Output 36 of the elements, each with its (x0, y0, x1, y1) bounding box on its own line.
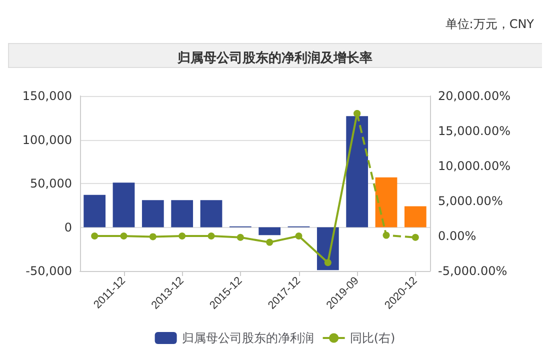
bar (142, 200, 164, 228)
point (178, 232, 186, 240)
y2-tick-label: 5,000.00% (438, 194, 503, 208)
point (295, 232, 302, 240)
bar (375, 177, 398, 228)
y-tick-label: 50,000 (30, 176, 72, 190)
bar (112, 182, 135, 228)
point (324, 259, 332, 266)
y2-tick-label: -5,000.00% (438, 264, 508, 278)
y-tick-label: -50,000 (26, 264, 72, 278)
y2-tick-label: 15,000.00% (438, 124, 510, 138)
point (120, 232, 128, 240)
point (149, 233, 156, 240)
bar (258, 227, 281, 236)
legend-label: 归属母公司股东的净利润 (182, 331, 314, 345)
bar (84, 194, 106, 228)
point (412, 234, 419, 241)
point (236, 234, 244, 241)
bar (346, 116, 368, 228)
point (266, 238, 274, 246)
y-tick-label: 150,000 (22, 89, 72, 103)
bar (404, 206, 426, 228)
point (208, 232, 215, 240)
y2-tick-label: 10,000.00% (438, 159, 510, 173)
point (354, 110, 361, 117)
y2-tick-label: 20,000.00% (438, 89, 510, 103)
text: 单位:万元，CNY (445, 17, 535, 31)
point (382, 232, 390, 239)
bar (171, 200, 194, 228)
bar (200, 200, 222, 228)
legend-label: 同比(右) (350, 331, 396, 345)
point (91, 232, 98, 240)
y2-tick-label: 0.00% (438, 229, 476, 243)
y-tick-label: 100,000 (22, 132, 72, 147)
chart-title: 归属母公司股东的净利润及增长率 (176, 50, 372, 66)
y-tick-label: 0 (64, 220, 72, 234)
